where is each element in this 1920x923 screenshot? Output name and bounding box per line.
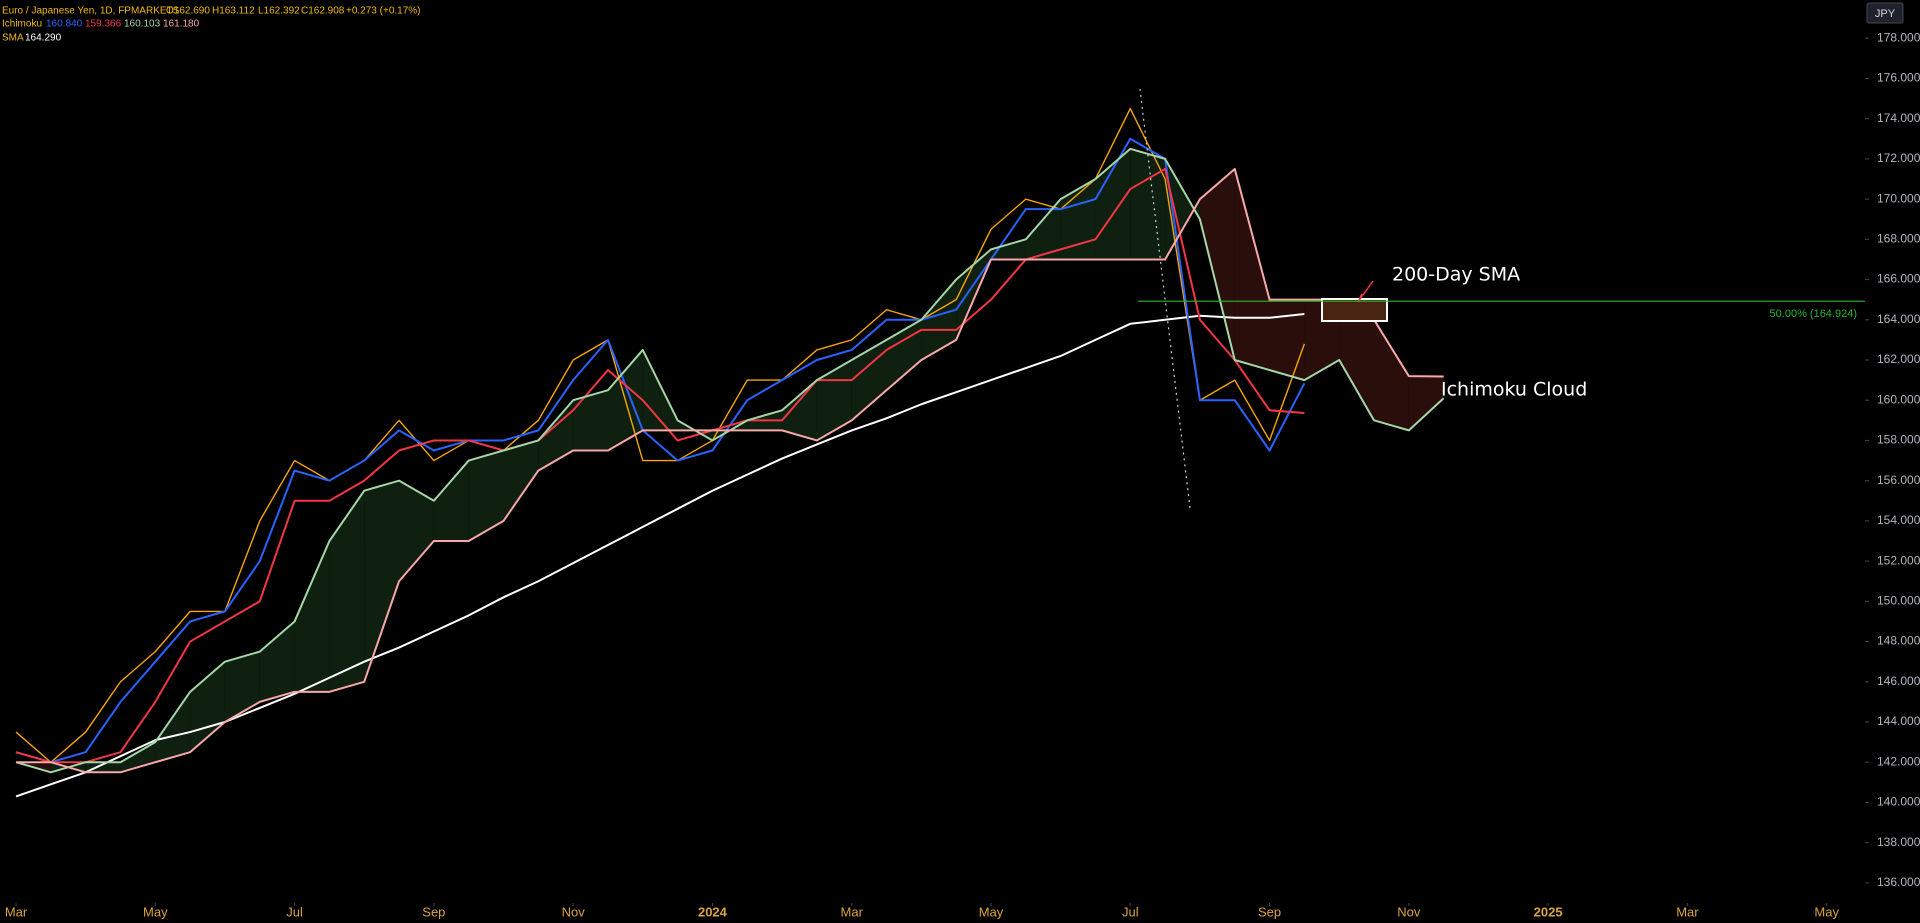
x-tick-label: Mar [1676,904,1699,919]
y-tick-label: 170.000 [1877,191,1920,205]
indicator-value: 160.840 [46,19,83,30]
x-tick-label: Nov [1397,904,1421,919]
x-tick-label: May [979,904,1004,919]
y-tick-label: 164.000 [1877,312,1920,326]
cloud-fill [1095,148,1131,260]
x-tick-label: May [1814,904,1839,919]
indicator-value: 161.180 [163,19,200,30]
x-tick-label: Mar [841,904,864,919]
indicator-value: 160.103 [124,19,161,30]
cloud-fill [1060,179,1096,260]
y-tick-label: 148.000 [1877,634,1920,648]
x-tick-label: Sep [422,904,445,919]
y-tick-label: 140.000 [1877,795,1920,809]
x-tick-label: 2024 [698,904,728,919]
indicator-value: 159.366 [85,19,122,30]
series-line [15,137,1306,764]
fib-label: 50.00% (164.924) [1770,308,1857,320]
cloud-fill [1269,299,1305,381]
x-tick-label: Nov [562,904,586,919]
x-tick-label: Jul [286,904,303,919]
cloud-fill [364,480,400,682]
cloud-fill [816,360,852,441]
y-tick-label: 176.000 [1877,71,1920,85]
cloud-fill [433,460,469,541]
y-tick-label: 158.000 [1877,433,1920,447]
cloud-fill [468,450,504,541]
y-tick-label: 144.000 [1877,714,1920,728]
y-tick-label: 146.000 [1877,674,1920,688]
x-tick-label: Sep [1258,904,1281,919]
indicator-name: Ichimoku [2,19,42,30]
y-tick-label: 142.000 [1877,754,1920,768]
series-line [15,167,1305,764]
y-tick-label: 156.000 [1877,473,1920,487]
ohlc-change: +0.273 (+0.17%) [346,6,421,17]
cloud-fill [1234,168,1270,371]
ohlc-close: C162.908 [301,6,345,17]
currency-label[interactable]: JPY [1875,8,1896,20]
cloud-fill [259,621,295,702]
lines-layer [15,107,1445,798]
cloud-fill [1199,168,1235,360]
x-tick-label: May [143,904,168,919]
cloud-fill [921,279,957,360]
series-line [16,167,1444,774]
cloud-fill [224,651,260,722]
symbol: Euro / Japanese Yen, 1D, FPMARKETS [2,6,180,17]
cloud-fill [990,239,1026,260]
cloud-fill [573,390,608,451]
ohlc-high: H163.112 [212,6,255,17]
y-tick-label: 160.000 [1877,392,1920,406]
y-tick-label: 174.000 [1877,111,1920,125]
y-tick-label: 154.000 [1877,513,1920,527]
cloud-fill [294,541,330,692]
cloud-fill [155,691,191,763]
y-tick-label: 150.000 [1877,594,1920,608]
series-line [15,107,1306,763]
y-tick-label: 136.000 [1877,875,1920,889]
trendline [1139,88,1191,509]
cloud-fill [1130,148,1166,260]
cloud-fill [190,661,225,753]
cloud-fill [399,480,434,582]
annotation: 200-Day SMA [1392,264,1520,286]
indicator-name: SMA [2,33,24,44]
sma-highlight-box [1321,298,1388,322]
cloud-fill [851,339,887,421]
y-tick-label: 162.000 [1877,352,1920,366]
y-tick-label: 138.000 [1877,835,1920,849]
y-tick-label: 168.000 [1877,232,1920,246]
cloud-fill [782,380,817,441]
cloud-fill [1374,319,1409,431]
cloud-fill [503,440,539,521]
cloud-fill [1339,299,1375,421]
y-tick-label: 178.000 [1877,30,1920,44]
cloud-fill [886,319,922,391]
cloud-fill [329,490,365,692]
x-tick-label: 2025 [1534,904,1563,919]
cloud-fill [1025,199,1061,260]
x-tick-label: Mar [5,904,28,919]
annotation: Ichimoku Cloud [1441,379,1587,401]
cloud-fill [1408,376,1444,431]
y-tick-label: 172.000 [1877,151,1920,165]
indicator-value: 164.290 [25,33,62,44]
x-tick-label: Jul [1122,904,1139,919]
cloud-fill [85,762,121,773]
y-tick-label: 166.000 [1877,272,1920,286]
ohlc-open: O162.690 [166,6,210,17]
currency-button[interactable] [1866,2,1904,24]
y-tick-label: 152.000 [1877,553,1920,567]
ohlc-low: L162.392 [258,6,300,17]
cloud-layer [16,148,1444,773]
